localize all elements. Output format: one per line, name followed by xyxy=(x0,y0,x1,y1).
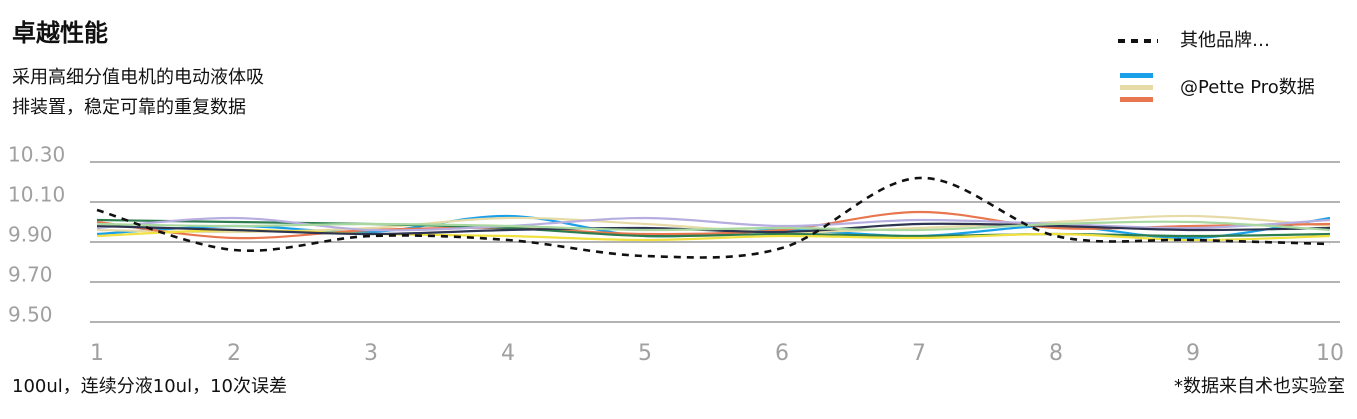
chart-title: 卓越性能 xyxy=(12,19,108,47)
subtitle: 采用高细分值电机的电动液体吸 xyxy=(12,67,264,88)
x-tick-label: 3 xyxy=(364,341,378,366)
x-tick-label: 7 xyxy=(912,341,926,366)
series-line xyxy=(96,176,1331,259)
x-tick-label: 4 xyxy=(501,341,515,366)
legend-swatch xyxy=(1120,97,1153,102)
x-tick-label: 6 xyxy=(775,341,789,366)
source-note: *数据来自术也实验室 xyxy=(1174,376,1345,397)
x-tick-label: 9 xyxy=(1186,341,1200,366)
y-tick-label: 9.90 xyxy=(8,223,53,247)
x-tick-label: 5 xyxy=(638,341,652,366)
x-tick-label: 2 xyxy=(227,341,241,366)
y-tick-label: 9.70 xyxy=(8,263,53,287)
y-tick-label: 10.30 xyxy=(8,143,65,167)
y-tick-label: 9.50 xyxy=(8,303,53,327)
series-line xyxy=(96,220,1331,232)
series-line xyxy=(96,222,1331,236)
x-tick-label: 8 xyxy=(1049,341,1063,366)
footnote: 100ul，连续分液10ul，10次误差 xyxy=(12,376,287,397)
x-tick-label: 1 xyxy=(90,341,104,366)
subtitle: 排装置，稳定可靠的重复数据 xyxy=(12,97,246,118)
legend-swatch xyxy=(1120,85,1153,90)
series-line xyxy=(96,216,1331,232)
x-tick-label: 10 xyxy=(1316,341,1344,366)
legend-label: 其他品牌… xyxy=(1180,30,1270,51)
y-tick-label: 10.10 xyxy=(8,183,65,207)
legend-label: @Pette Pro数据 xyxy=(1180,77,1315,98)
legend-swatch xyxy=(1120,73,1153,78)
